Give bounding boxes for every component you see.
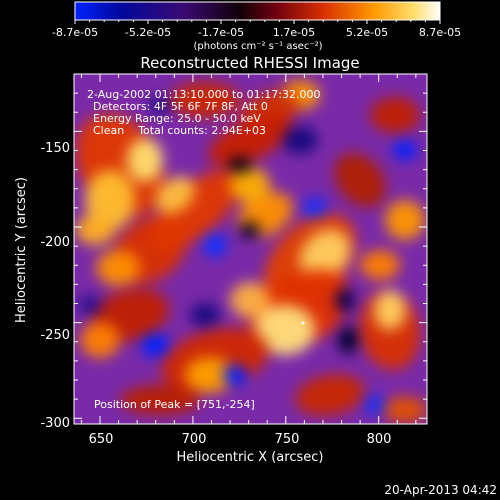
colorbar-tick-label: 1.7e-05 (273, 26, 315, 39)
annotation-clean-counts: Clean Total counts: 2.94E+03 (93, 124, 266, 137)
plot-frame (73, 73, 428, 425)
negative-residual-blob (338, 326, 358, 354)
x-tick-label: 800 (367, 432, 392, 447)
negative-residual-blob (78, 295, 102, 315)
negative-residual-blob (223, 365, 247, 385)
emission-blob (295, 374, 365, 416)
negative-residual-blob (240, 222, 260, 238)
emission-blob (120, 385, 200, 415)
emission-blob (80, 322, 120, 358)
emission-blob (383, 396, 427, 424)
negative-residual-blob (203, 233, 227, 257)
y-tick-label: -200 (40, 235, 70, 250)
colorbar (74, 1, 441, 21)
negative-residual-blob (335, 288, 355, 312)
timestamp: 20-Apr-2013 04:42 (384, 483, 497, 497)
colorbar-tick-label: -8.7e-05 (52, 26, 98, 39)
x-tick-label: 650 (89, 432, 114, 447)
negative-residual-blob (141, 333, 169, 357)
emission-blob (230, 167, 270, 203)
emission-blob (127, 138, 163, 182)
emission-blob (170, 82, 240, 118)
emission-blob (360, 250, 400, 280)
peak-marker (301, 321, 305, 325)
y-tick-label: -150 (40, 141, 70, 156)
emission-blob (96, 250, 140, 286)
emission-blob (75, 215, 115, 245)
emission-blob (155, 176, 195, 214)
colorbar-ticks (74, 20, 441, 24)
colorbar-tick-label: -1.7e-05 (198, 26, 244, 39)
y-axis-label: Heliocentric Y (arcsec) (14, 177, 29, 323)
negative-residual-blob (282, 126, 318, 154)
colorbar-tick-label: 8.7e-05 (419, 26, 461, 39)
emission-blob (370, 97, 420, 133)
emission-blob (374, 290, 406, 330)
negative-residual-blob (228, 157, 252, 173)
x-axis-label: Heliocentric X (arcsec) (177, 450, 324, 465)
x-tick-label: 700 (182, 432, 207, 447)
emission-blob (149, 169, 241, 251)
chart-title: Reconstructed RHESSI Image (140, 54, 359, 72)
heatmap-image (74, 74, 427, 424)
negative-residual-blob (303, 198, 327, 218)
heatmap-emission-regions (75, 80, 427, 424)
negative-residual-blob (365, 395, 385, 415)
emission-blob (299, 229, 351, 281)
y-tick-label: -250 (40, 328, 70, 343)
colorbar-tick-label: -5.2e-05 (125, 26, 171, 39)
x-tick-label: 750 (275, 432, 300, 447)
emission-blob (230, 282, 270, 318)
emission-blob (385, 200, 425, 240)
emission-blob (185, 357, 235, 393)
emission-blob (334, 153, 386, 207)
annotation-time-range: 2-Aug-2002 01:13:10.000 to 01:17:32.000 (87, 88, 321, 101)
y-tick-label: -300 (40, 416, 70, 431)
annotation-energy-range: Energy Range: 25.0 - 50.0 keV (93, 112, 261, 125)
negative-residual-blob (190, 303, 220, 327)
axis-ticks (74, 73, 427, 424)
annotation-detectors: Detectors: 4F 5F 6F 7F 8F, Att 0 (93, 100, 268, 113)
emission-blob (255, 305, 315, 355)
negative-residual-blob (393, 140, 417, 160)
emission-blob (208, 113, 292, 167)
emission-blob (85, 170, 135, 230)
negative-residual-blob (148, 97, 172, 113)
annotation-peak-position: Position of Peak = [751,-254] (94, 398, 255, 411)
colorbar-unit-label: (photons cm⁻² s⁻¹ asec⁻²) (193, 41, 322, 52)
colorbar-tick-label: 5.2e-05 (346, 26, 388, 39)
